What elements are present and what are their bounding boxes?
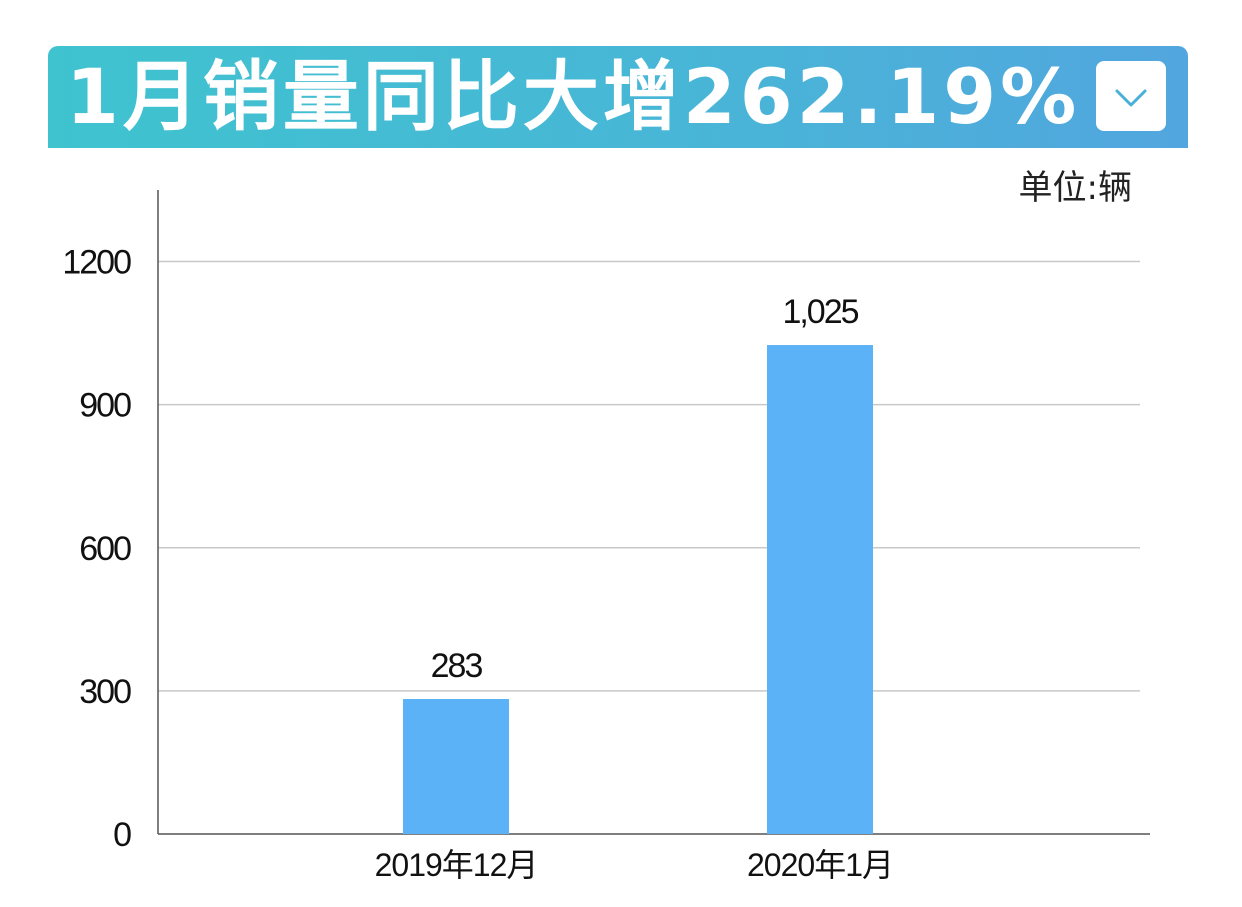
- dropdown-button[interactable]: [1096, 61, 1166, 131]
- chevron-down-icon: [1115, 89, 1147, 107]
- chart-title: 1月销量同比大增262.19%: [66, 52, 1081, 141]
- bar: [403, 698, 509, 834]
- unit-label: 单位:辆: [1018, 168, 1132, 208]
- y-tick-label: 0: [113, 816, 131, 854]
- y-tick-label: 900: [79, 387, 131, 425]
- x-tick-label: 2019年12月: [375, 847, 538, 883]
- y-tick-label: 1200: [62, 244, 131, 282]
- x-tick-label: 2020年1月: [747, 847, 893, 883]
- bar: [767, 345, 873, 834]
- title-banner: 1月销量同比大增262.19%: [48, 46, 1188, 148]
- data-label: 1,025: [782, 293, 858, 331]
- data-label: 283: [431, 647, 483, 685]
- y-tick-label: 600: [79, 530, 131, 568]
- y-tick-label: 300: [79, 673, 131, 711]
